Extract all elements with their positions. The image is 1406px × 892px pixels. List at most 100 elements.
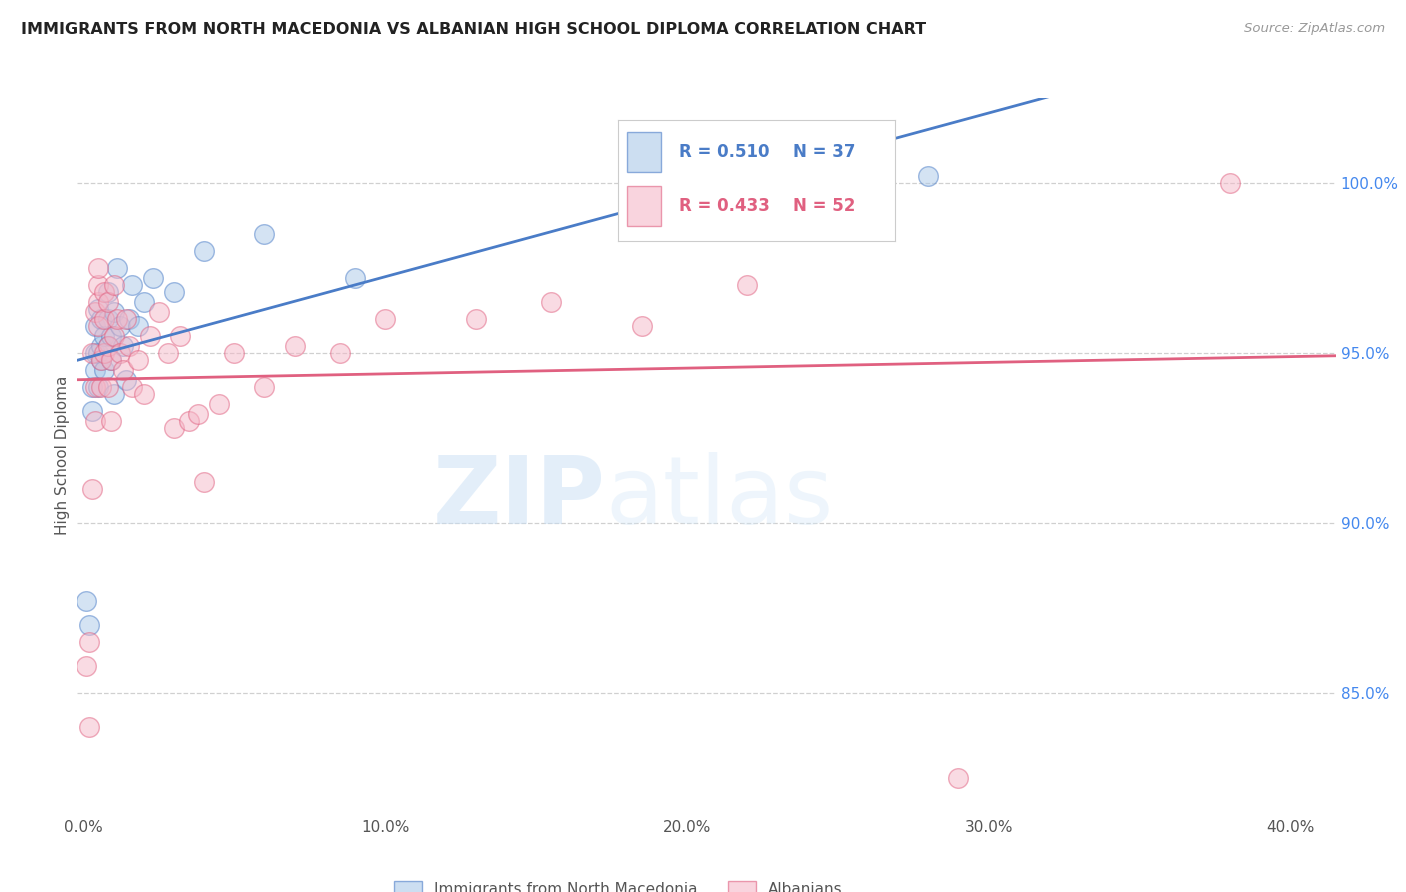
Point (253, 227, 276, 241)
Point (127, 352, 149, 367)
Text: atlas: atlas (606, 451, 834, 544)
Point (100, 352, 122, 367)
Point (87, 318, 110, 333)
Point (193, 475, 215, 489)
Point (87, 278, 110, 293)
Point (79, 635, 101, 649)
Point (84, 346, 107, 360)
Point (90, 339, 112, 353)
Point (103, 278, 125, 293)
Point (93, 363, 115, 377)
Point (177, 414, 200, 428)
Legend: Immigrants from North Macedonia, Albanians: Immigrants from North Macedonia, Albania… (394, 881, 842, 892)
Point (163, 285, 186, 299)
Point (735, 278, 758, 293)
Point (87, 260, 110, 275)
Point (148, 305, 170, 319)
Point (156, 346, 179, 360)
Point (75, 658, 97, 673)
Point (187, 407, 209, 421)
Point (121, 380, 143, 394)
Point (84, 305, 107, 319)
Point (87, 295, 110, 310)
Point (100, 329, 122, 343)
Point (193, 244, 215, 258)
Point (127, 318, 149, 333)
Point (96, 339, 118, 353)
Point (948, 771, 970, 785)
Point (676, 193, 699, 207)
Y-axis label: High School Diploma: High School Diploma (55, 376, 70, 534)
Text: R = 0.510: R = 0.510 (679, 144, 770, 161)
Point (93, 285, 115, 299)
Point (103, 305, 125, 319)
Point (84, 380, 107, 394)
Point (329, 346, 352, 360)
Point (87, 346, 110, 360)
Point (343, 271, 366, 285)
Point (96, 339, 118, 353)
Point (90, 312, 112, 326)
Point (87, 301, 110, 316)
Point (96, 312, 118, 326)
Point (79, 617, 101, 632)
Point (93, 312, 115, 326)
Point (79, 720, 101, 734)
Point (540, 295, 562, 310)
Point (105, 312, 128, 326)
Point (82, 403, 104, 417)
Point (374, 312, 396, 326)
Point (121, 278, 143, 293)
Point (93, 329, 115, 343)
Point (103, 386, 125, 401)
Point (82, 380, 104, 394)
Point (114, 312, 136, 326)
Point (117, 312, 139, 326)
Point (103, 329, 125, 343)
Point (917, 169, 939, 184)
Text: N = 37: N = 37 (793, 144, 855, 161)
Bar (627, 132, 661, 171)
Point (90, 380, 112, 394)
Text: R = 0.433: R = 0.433 (679, 197, 770, 215)
Point (108, 346, 131, 360)
Point (84, 318, 107, 333)
Point (139, 329, 162, 343)
Point (84, 414, 107, 428)
Point (224, 346, 246, 360)
Point (96, 295, 118, 310)
Point (96, 380, 118, 394)
Point (90, 352, 112, 367)
Point (84, 363, 107, 377)
Point (82, 346, 104, 360)
Point (100, 352, 122, 367)
Point (105, 260, 128, 275)
Point (93, 346, 115, 360)
Text: N = 52: N = 52 (793, 197, 855, 215)
Point (75, 594, 97, 608)
Point (117, 339, 139, 353)
Text: ZIP: ZIP (433, 451, 606, 544)
Text: Source: ZipAtlas.com: Source: ZipAtlas.com (1244, 22, 1385, 36)
Bar (627, 186, 661, 227)
Point (111, 363, 134, 377)
Point (284, 339, 307, 353)
Point (253, 380, 276, 394)
Point (464, 312, 486, 326)
Point (132, 386, 155, 401)
Point (108, 318, 131, 333)
Point (100, 414, 122, 428)
Point (87, 380, 110, 394)
Point (1219, 176, 1241, 190)
Point (169, 329, 191, 343)
Point (630, 318, 652, 333)
Point (90, 352, 112, 367)
Point (82, 482, 104, 496)
Point (132, 295, 155, 310)
Point (111, 339, 134, 353)
Point (114, 373, 136, 387)
Point (142, 271, 165, 285)
Point (96, 285, 118, 299)
Point (208, 397, 231, 411)
Text: IMMIGRANTS FROM NORTH MACEDONIA VS ALBANIAN HIGH SCHOOL DIPLOMA CORRELATION CHAR: IMMIGRANTS FROM NORTH MACEDONIA VS ALBAN… (21, 22, 927, 37)
